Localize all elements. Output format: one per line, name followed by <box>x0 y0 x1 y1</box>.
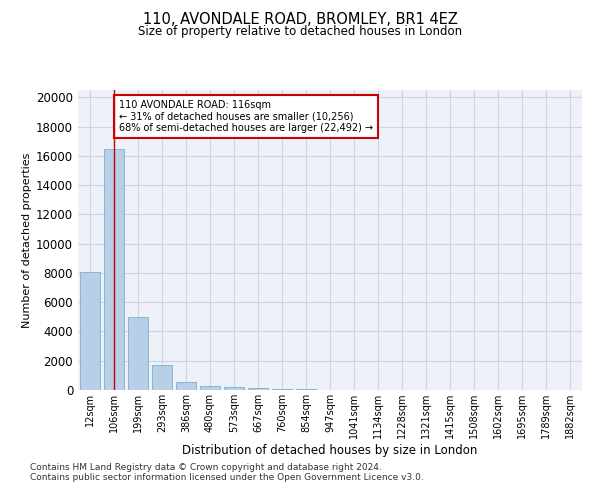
Bar <box>176 382 196 390</box>
Text: Size of property relative to detached houses in London: Size of property relative to detached ho… <box>138 25 462 38</box>
Bar <box>104 148 124 390</box>
Text: 110, AVONDALE ROAD, BROMLEY, BR1 4EZ: 110, AVONDALE ROAD, BROMLEY, BR1 4EZ <box>143 12 457 28</box>
Bar <box>80 272 100 390</box>
Bar <box>272 388 292 390</box>
Text: Contains public sector information licensed under the Open Government Licence v3: Contains public sector information licen… <box>30 474 424 482</box>
Bar <box>128 317 148 390</box>
Bar <box>200 386 220 390</box>
Bar <box>296 389 316 390</box>
Text: Contains HM Land Registry data © Crown copyright and database right 2024.: Contains HM Land Registry data © Crown c… <box>30 464 382 472</box>
Bar <box>152 365 172 390</box>
Bar <box>224 387 244 390</box>
Y-axis label: Number of detached properties: Number of detached properties <box>22 152 32 328</box>
Text: 110 AVONDALE ROAD: 116sqm
← 31% of detached houses are smaller (10,256)
68% of s: 110 AVONDALE ROAD: 116sqm ← 31% of detac… <box>119 100 373 134</box>
X-axis label: Distribution of detached houses by size in London: Distribution of detached houses by size … <box>182 444 478 457</box>
Bar <box>248 388 268 390</box>
